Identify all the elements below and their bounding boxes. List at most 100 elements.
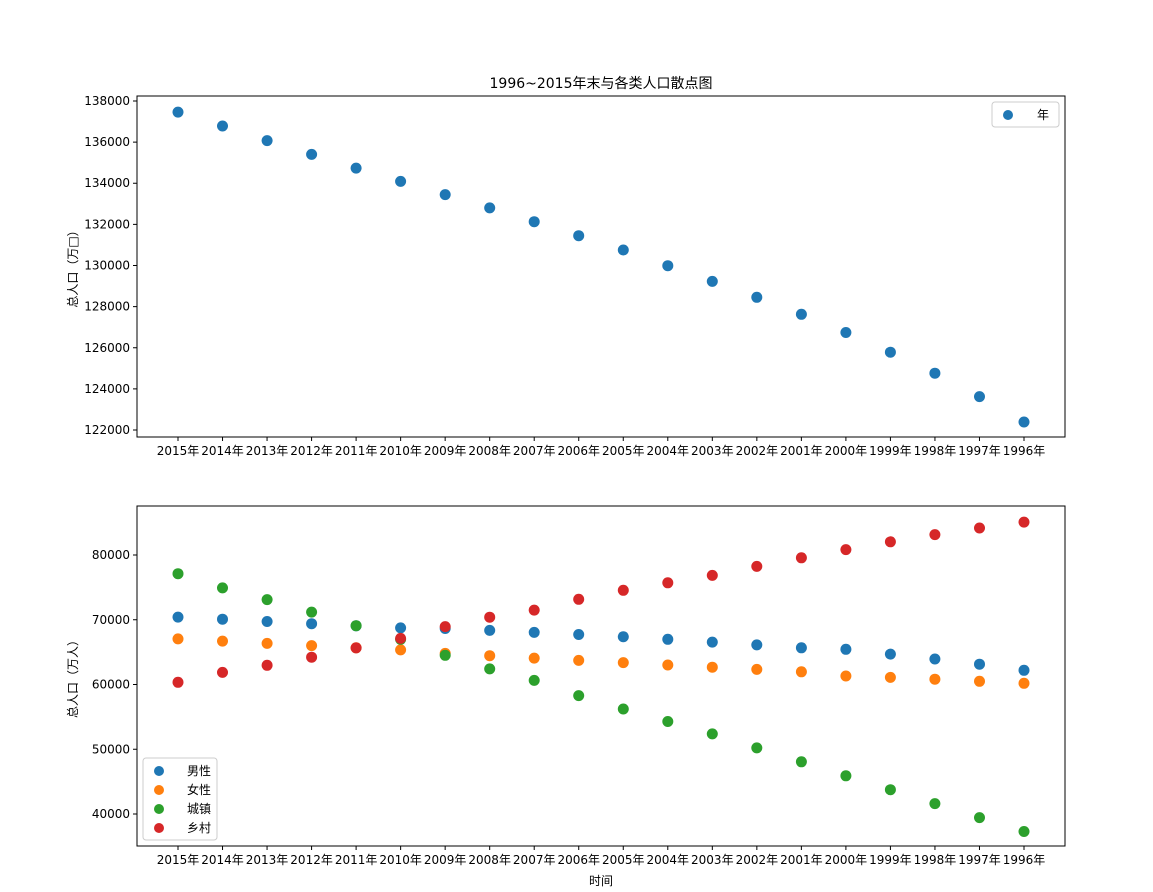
data-point-年: [840, 327, 852, 338]
x-tick-label: 2002年: [736, 853, 779, 867]
data-point-年: [484, 202, 496, 214]
data-point-男性: [751, 639, 763, 651]
data-point-乡村: [662, 577, 674, 589]
data-point-女性: [884, 671, 896, 683]
data-point-年: [974, 391, 985, 403]
x-tick-label: 1999年: [869, 444, 912, 458]
data-point-女性: [261, 637, 273, 649]
data-point-女性: [617, 657, 629, 669]
data-point-乡村: [172, 676, 184, 688]
legend-marker: [1003, 110, 1013, 120]
data-point-城镇: [795, 756, 807, 768]
data-point-男性: [617, 631, 629, 643]
x-tick-label: 2008年: [468, 853, 511, 867]
data-point-男性: [172, 611, 184, 623]
y-tick-label: 128000: [84, 300, 130, 314]
data-point-乡村: [617, 584, 629, 596]
x-tick-label: 2013年: [246, 853, 289, 867]
data-point-男性: [573, 629, 585, 640]
data-point-年: [751, 291, 763, 303]
x-tick-label: 2013年: [246, 444, 289, 458]
data-point-年: [795, 308, 807, 320]
x-tick-label: 2009年: [424, 853, 467, 867]
data-point-乡村: [751, 560, 763, 572]
data-point-城镇: [350, 620, 362, 632]
data-point-城镇: [261, 594, 273, 606]
data-point-乡村: [350, 642, 362, 654]
data-point-城镇: [706, 728, 718, 740]
data-point-城镇: [573, 690, 585, 702]
data-point-年: [350, 162, 362, 174]
x-tick-label: 2001年: [780, 444, 823, 458]
axes-frame: [136, 95, 1066, 438]
x-tick-label: 2006年: [557, 853, 600, 867]
data-point-城镇: [484, 663, 496, 675]
legend-marker: [154, 766, 164, 776]
x-tick-label: 2012年: [290, 853, 333, 867]
y-tick-label: 60000: [92, 678, 130, 692]
data-point-乡村: [1018, 516, 1030, 528]
data-point-乡村: [929, 529, 941, 541]
x-tick-label: 1998年: [914, 444, 957, 458]
data-point-男性: [484, 624, 496, 636]
data-point-女性: [217, 635, 228, 647]
data-point-年: [172, 106, 184, 118]
legend-label: 男性: [187, 764, 211, 778]
x-tick-label: 2005年: [602, 444, 645, 458]
x-tick-label: 2010年: [379, 853, 422, 867]
y-tick-label: 132000: [84, 217, 130, 231]
data-point-年: [306, 148, 318, 160]
data-point-乡村: [528, 604, 540, 616]
data-point-年: [261, 135, 273, 147]
data-point-女性: [395, 644, 407, 656]
x-tick-label: 2003年: [691, 853, 734, 867]
data-point-男性: [929, 653, 941, 665]
x-tick-label: 2000年: [825, 444, 868, 458]
y-tick-label: 124000: [84, 382, 130, 396]
data-point-城镇: [306, 606, 318, 618]
data-point-乡村: [974, 522, 985, 534]
x-tick-label: 2004年: [647, 444, 690, 458]
data-point-乡村: [795, 552, 807, 564]
x-tick-label: 2007年: [513, 444, 556, 458]
data-point-乡村: [395, 632, 407, 644]
legend-label: 城镇: [187, 802, 211, 816]
data-point-城镇: [884, 784, 896, 796]
data-point-女性: [484, 650, 496, 662]
legend-box: [991, 101, 1060, 128]
x-tick-label: 2010年: [379, 444, 422, 458]
data-point-女性: [662, 659, 674, 671]
y-tick-label: 122000: [84, 423, 130, 437]
y-tick-label: 130000: [84, 259, 130, 273]
legend-label: 女性: [187, 782, 211, 797]
y-tick-label: 138000: [84, 94, 130, 108]
data-point-男性: [395, 622, 407, 634]
data-point-女性: [1018, 677, 1030, 689]
legend-marker: [154, 785, 164, 795]
data-point-年: [617, 244, 629, 256]
data-point-男性: [706, 636, 718, 648]
x-tick-label: 2000年: [825, 853, 868, 867]
x-tick-label: 1998年: [914, 853, 957, 867]
data-point-城镇: [929, 798, 941, 810]
x-tick-label: 2011年: [335, 444, 378, 458]
data-point-乡村: [706, 569, 718, 581]
x-tick-label: 2014年: [201, 853, 244, 867]
x-tick-label: 1997年: [958, 853, 1001, 867]
x-tick-label: 2014年: [201, 444, 244, 458]
data-point-年: [395, 175, 407, 187]
data-point-乡村: [840, 544, 852, 556]
x-tick-label: 1996年: [1003, 853, 1046, 867]
x-tick-label: 2015年: [157, 853, 200, 867]
axes-frame: [136, 505, 1066, 847]
x-tick-label: 1999年: [869, 853, 912, 867]
data-point-女性: [528, 652, 540, 664]
x-tick-label: 2005年: [602, 853, 645, 867]
y-tick-label: 70000: [92, 613, 130, 627]
data-point-女性: [795, 666, 807, 678]
data-point-女性: [974, 675, 985, 687]
x-tick-label: 2015年: [157, 444, 200, 458]
data-point-女性: [573, 654, 585, 666]
x-tick-label: 1996年: [1003, 444, 1046, 458]
x-tick-label: 2009年: [424, 444, 467, 458]
